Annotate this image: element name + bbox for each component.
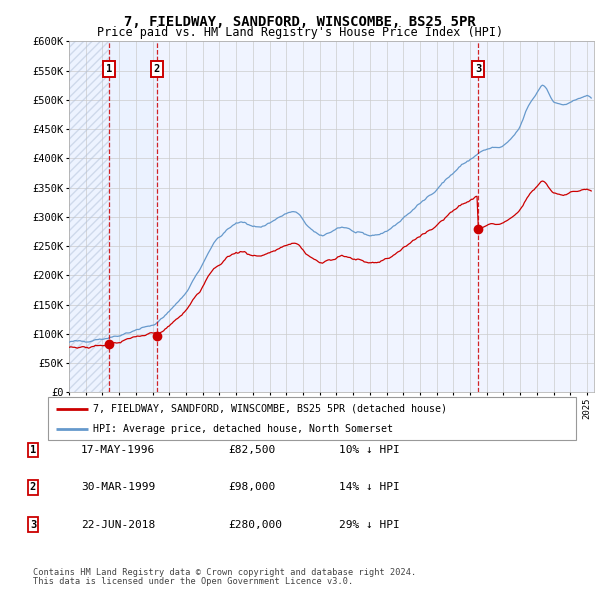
Text: 3: 3: [475, 64, 481, 74]
Text: 2: 2: [30, 483, 36, 492]
Text: 3: 3: [30, 520, 36, 529]
Bar: [69, 41, 109, 392]
Bar: [69, 41, 109, 392]
Text: 14% ↓ HPI: 14% ↓ HPI: [339, 483, 400, 492]
Text: 29% ↓ HPI: 29% ↓ HPI: [339, 520, 400, 529]
Text: 1: 1: [106, 64, 112, 74]
Text: 17-MAY-1996: 17-MAY-1996: [81, 445, 155, 455]
Text: 22-JUN-2018: 22-JUN-2018: [81, 520, 155, 529]
Text: 7, FIELDWAY, SANDFORD, WINSCOMBE, BS25 5PR (detached house): 7, FIELDWAY, SANDFORD, WINSCOMBE, BS25 5…: [93, 404, 447, 414]
Text: £98,000: £98,000: [228, 483, 275, 492]
Text: Price paid vs. HM Land Registry's House Price Index (HPI): Price paid vs. HM Land Registry's House …: [97, 26, 503, 39]
Bar: [109, 41, 157, 392]
Text: 30-MAR-1999: 30-MAR-1999: [81, 483, 155, 492]
Text: £280,000: £280,000: [228, 520, 282, 529]
Text: 10% ↓ HPI: 10% ↓ HPI: [339, 445, 400, 455]
Text: HPI: Average price, detached house, North Somerset: HPI: Average price, detached house, Nort…: [93, 424, 393, 434]
Text: Contains HM Land Registry data © Crown copyright and database right 2024.: Contains HM Land Registry data © Crown c…: [33, 568, 416, 577]
Text: This data is licensed under the Open Government Licence v3.0.: This data is licensed under the Open Gov…: [33, 578, 353, 586]
Text: 1: 1: [30, 445, 36, 455]
Text: £82,500: £82,500: [228, 445, 275, 455]
Text: 2: 2: [154, 64, 160, 74]
Text: 7, FIELDWAY, SANDFORD, WINSCOMBE, BS25 5PR: 7, FIELDWAY, SANDFORD, WINSCOMBE, BS25 5…: [124, 15, 476, 29]
